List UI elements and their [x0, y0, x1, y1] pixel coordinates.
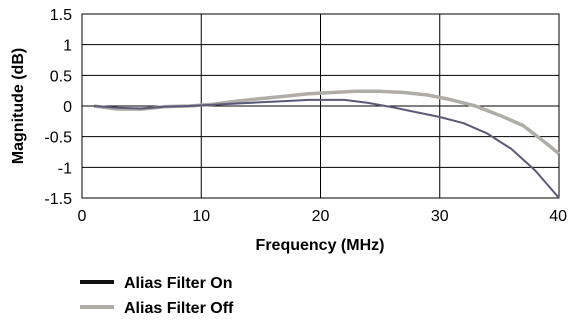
x-tick-label: 30 — [431, 208, 449, 225]
x-axis-title: Frequency (MHz) — [256, 237, 385, 254]
x-tick-labels: 0 10 20 30 40 — [78, 208, 568, 225]
x-tick-label: 10 — [192, 208, 210, 225]
legend-label: Alias Filter On — [124, 275, 232, 292]
legend: Alias Filter On Alias Filter Off — [80, 275, 234, 317]
y-tick-label: -0.5 — [44, 130, 72, 147]
y-tick-label: 1 — [63, 38, 72, 55]
y-tick-label: -1.5 — [44, 191, 72, 208]
x-tick-label: 40 — [549, 208, 567, 225]
legend-label: Alias Filter Off — [124, 300, 234, 317]
series-line-alias-filter-on — [93, 98, 560, 199]
series-layer — [93, 89, 561, 199]
y-tick-label: 0 — [63, 99, 72, 116]
plot-frame — [81, 13, 560, 199]
y-tick-label: 1.5 — [50, 7, 72, 24]
y-axis-title: Magnitude (dB) — [10, 48, 27, 164]
y-tick-label: -1 — [58, 160, 72, 177]
x-tick-label: 20 — [312, 208, 330, 225]
x-tick-label: 0 — [78, 208, 87, 225]
grid-lines — [81, 13, 560, 199]
y-tick-label: 0.5 — [50, 68, 72, 85]
y-tick-labels: 1.5 1 0.5 0 -0.5 -1 -1.5 — [44, 7, 72, 208]
